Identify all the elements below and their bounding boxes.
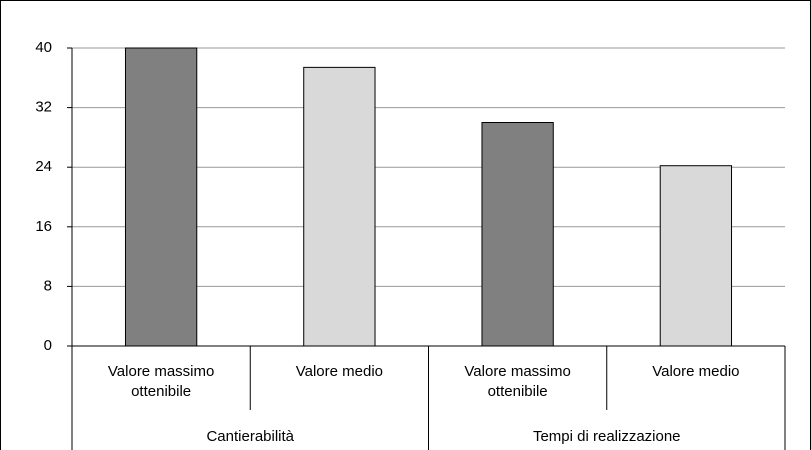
x-tick-label: Valore medio: [295, 363, 384, 380]
bar: [124, 47, 198, 347]
bar: [303, 66, 376, 347]
y-tick-label: 40: [35, 39, 52, 56]
y-tick-label: 8: [44, 277, 52, 294]
bar: [659, 165, 733, 347]
x-tick-label: Valore massimo ottenibile: [107, 363, 215, 400]
x-tick-label: Valore massimo ottenibile: [464, 363, 571, 400]
y-tick-label: 32: [35, 99, 52, 116]
group-label: Cantierabilità: [206, 428, 295, 445]
y-tick-label: 16: [35, 218, 52, 235]
bar: [481, 122, 554, 347]
y-tick-label: 0: [44, 337, 52, 354]
y-tick-label: 24: [35, 158, 52, 175]
x-tick-label: Valore medio: [652, 363, 740, 380]
group-label: Tempi di realizzazione: [532, 428, 681, 445]
